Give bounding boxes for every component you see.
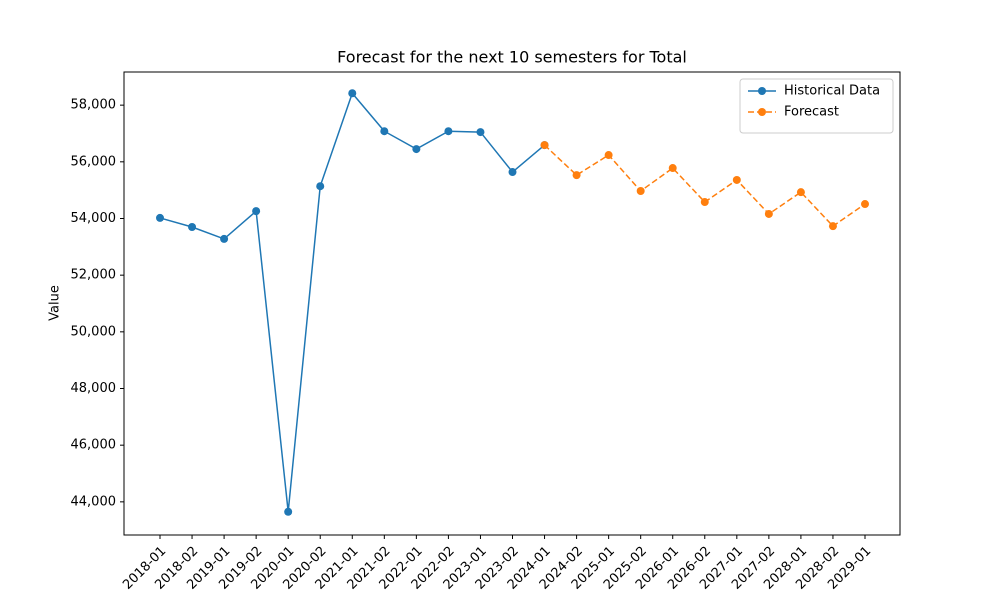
data-point [476,128,485,137]
data-point [572,171,581,180]
data-point [412,145,421,154]
legend-label: Historical Data [784,84,880,99]
y-tick-label: 54,000 [71,211,117,226]
data-point [636,187,645,196]
data-point [220,234,229,243]
data-point [828,222,837,231]
data-point [380,127,389,136]
series-line [544,144,866,228]
data-point [508,168,517,177]
data-point [764,209,773,218]
data-point [444,127,453,136]
y-tick-label: 52,000 [71,268,117,283]
data-point [668,164,677,173]
data-point [796,188,805,197]
legend-box [739,78,894,134]
data-point [732,175,741,184]
data-point [540,141,549,150]
legend-marker [758,108,766,116]
series-line [159,91,546,512]
data-point [700,198,709,207]
y-tick-label: 50,000 [71,324,117,339]
legend-label: Forecast [784,105,839,120]
chart-title: Forecast for the next 10 semesters for T… [337,48,687,67]
y-axis-label: Value [48,285,63,321]
y-tick-label: 58,000 [71,98,117,113]
y-tick-label: 44,000 [71,494,117,509]
y-tick-label: 56,000 [71,154,117,169]
data-point [604,151,613,160]
y-tick-label: 46,000 [71,438,117,453]
data-point [284,507,293,516]
data-point [156,213,164,222]
data-point [252,207,261,216]
plot-frame [123,71,901,536]
data-point [861,200,869,209]
data-point [316,182,325,191]
legend-marker [758,87,766,95]
y-tick-label: 48,000 [71,381,117,396]
data-point [348,89,357,98]
data-point [188,222,197,231]
